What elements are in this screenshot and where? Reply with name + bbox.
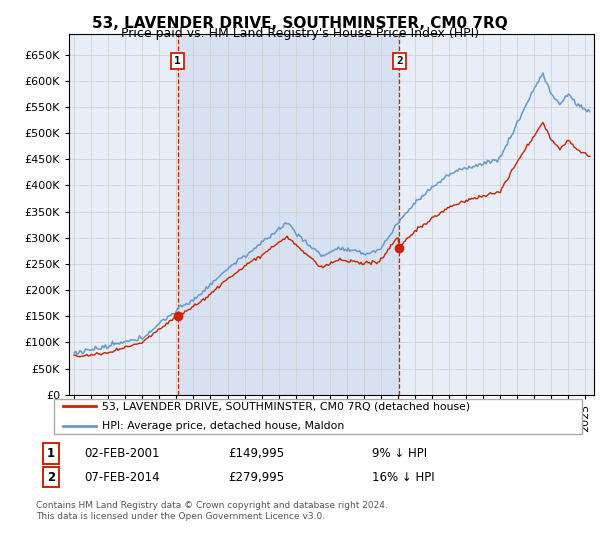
Text: 53, LAVENDER DRIVE, SOUTHMINSTER, CM0 7RQ (detached house): 53, LAVENDER DRIVE, SOUTHMINSTER, CM0 7R… bbox=[102, 402, 470, 411]
Text: 07-FEB-2014: 07-FEB-2014 bbox=[84, 470, 160, 484]
Text: 1: 1 bbox=[175, 55, 181, 66]
Text: 53, LAVENDER DRIVE, SOUTHMINSTER, CM0 7RQ: 53, LAVENDER DRIVE, SOUTHMINSTER, CM0 7R… bbox=[92, 16, 508, 31]
Text: 02-FEB-2001: 02-FEB-2001 bbox=[84, 447, 160, 460]
Text: HPI: Average price, detached house, Maldon: HPI: Average price, detached house, Mald… bbox=[102, 422, 344, 431]
Text: 1: 1 bbox=[47, 447, 55, 460]
Text: £149,995: £149,995 bbox=[228, 447, 284, 460]
Text: Contains HM Land Registry data © Crown copyright and database right 2024.
This d: Contains HM Land Registry data © Crown c… bbox=[36, 501, 388, 521]
Text: £279,995: £279,995 bbox=[228, 470, 284, 484]
Bar bbox=[178, 34, 400, 395]
Text: Price paid vs. HM Land Registry's House Price Index (HPI): Price paid vs. HM Land Registry's House … bbox=[121, 27, 479, 40]
Text: 2: 2 bbox=[47, 470, 55, 484]
Text: 16% ↓ HPI: 16% ↓ HPI bbox=[372, 470, 434, 484]
Text: 2: 2 bbox=[396, 55, 403, 66]
Text: 9% ↓ HPI: 9% ↓ HPI bbox=[372, 447, 427, 460]
